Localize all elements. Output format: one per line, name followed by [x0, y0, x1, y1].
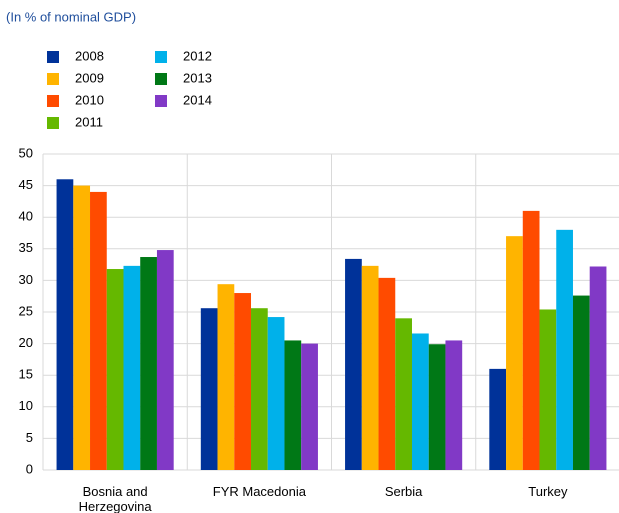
- legend-label: 2008: [75, 48, 104, 63]
- bar: [411, 333, 429, 470]
- bar: [361, 265, 379, 470]
- bar: [234, 293, 252, 470]
- bar: [572, 295, 590, 470]
- legend-label: 2009: [75, 70, 104, 85]
- y-tick-label: 10: [19, 398, 33, 413]
- bar: [140, 257, 157, 470]
- y-tick-label: 45: [19, 177, 33, 192]
- y-tick-label: 20: [19, 335, 33, 350]
- bar: [156, 250, 174, 470]
- legend-label: 2010: [75, 92, 104, 107]
- bar: [489, 368, 507, 470]
- chart-subtitle: (In % of nominal GDP): [6, 9, 136, 24]
- bar: [522, 210, 540, 470]
- y-tick-label: 15: [19, 367, 33, 382]
- y-tick-label: 50: [19, 145, 33, 160]
- bar: [200, 308, 218, 470]
- legend-label: 2011: [75, 114, 103, 129]
- legend-label: 2012: [183, 48, 212, 63]
- legend-swatch: [155, 51, 167, 63]
- bar: [123, 265, 141, 470]
- bar: [73, 185, 91, 470]
- bar: [217, 284, 235, 470]
- x-tick-label: Serbia: [384, 484, 423, 499]
- legend-swatch: [155, 95, 167, 107]
- bar: [56, 179, 74, 470]
- y-tick-label: 40: [19, 209, 33, 224]
- legend-swatch: [47, 51, 59, 63]
- bar: [445, 340, 463, 470]
- bar: [284, 340, 302, 470]
- bar: [556, 229, 573, 470]
- y-tick-label: 30: [19, 272, 33, 287]
- bar: [589, 266, 607, 470]
- bar: [106, 269, 124, 470]
- bar: [539, 309, 557, 470]
- bar: [267, 317, 285, 470]
- x-tick-label: Bosnia and Herzegovina: [78, 484, 152, 513]
- x-tick-label: FYR Macedonia: [212, 484, 306, 499]
- y-tick-label: 25: [19, 303, 33, 318]
- y-tick-label: 5: [26, 430, 33, 445]
- bar: [345, 258, 362, 470]
- y-tick-label: 35: [19, 240, 33, 255]
- bar: [90, 191, 107, 471]
- bar: [251, 308, 268, 470]
- bar: [301, 343, 318, 470]
- legend-swatch: [47, 95, 59, 107]
- legend-label: 2014: [183, 92, 212, 107]
- legend-swatch: [47, 117, 59, 129]
- bar: [395, 318, 412, 470]
- bar: [506, 236, 523, 470]
- legend-swatch: [155, 73, 167, 85]
- legend-swatch: [47, 73, 59, 85]
- legend-label: 2013: [183, 70, 212, 85]
- bar: [378, 277, 396, 470]
- y-tick-label: 0: [26, 461, 33, 476]
- x-tick-label: Turkey: [528, 484, 568, 499]
- bar: [428, 344, 446, 470]
